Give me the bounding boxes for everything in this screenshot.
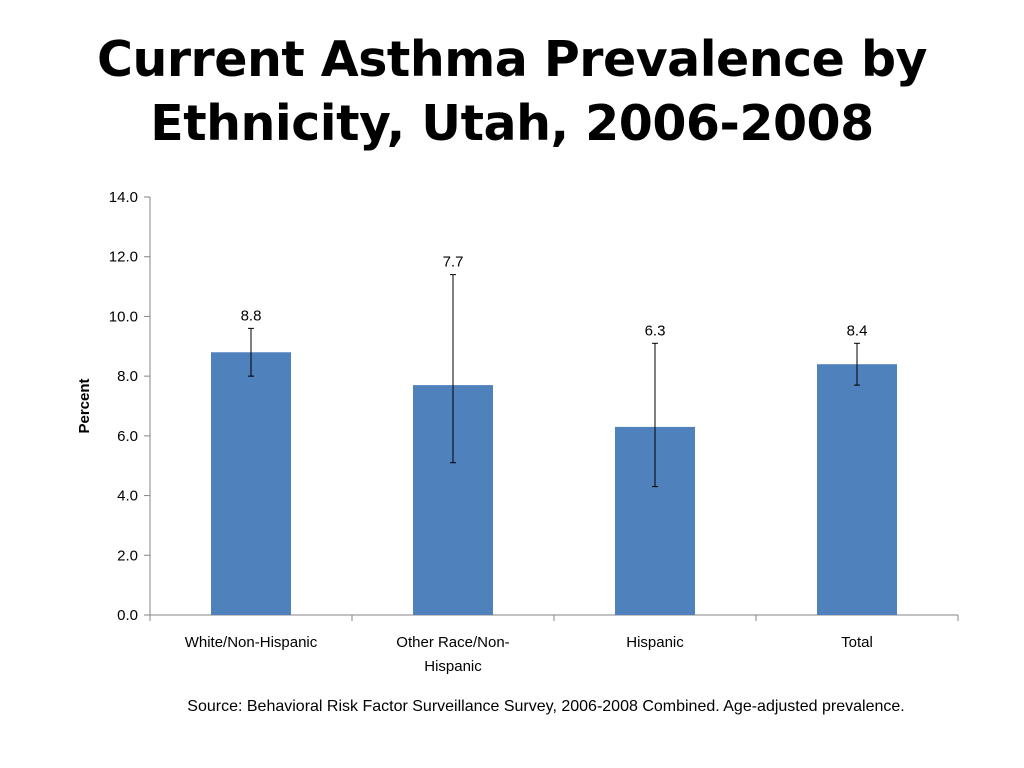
x-tick-label: White/Non-Hispanic xyxy=(185,634,318,651)
y-tick-label: 14.0 xyxy=(109,189,138,206)
bar xyxy=(817,364,897,615)
y-tick-label: 8.0 xyxy=(117,368,138,385)
x-tick-label: Hispanic xyxy=(626,634,684,651)
data-label: 8.4 xyxy=(847,322,868,339)
y-tick-label: 12.0 xyxy=(109,249,138,266)
slide-title: Current Asthma Prevalence by Ethnicity, … xyxy=(0,28,1024,156)
y-axis-title: Percent xyxy=(76,378,93,433)
source-note: Source: Behavioral Risk Factor Surveilla… xyxy=(187,698,905,715)
slide-title-line-2: Ethnicity, Utah, 2006-2008 xyxy=(150,95,874,152)
data-label: 8.8 xyxy=(241,307,262,324)
slide-title-line-1: Current Asthma Prevalence by xyxy=(97,31,927,88)
y-tick-label: 6.0 xyxy=(117,428,138,445)
data-label: 6.3 xyxy=(645,322,666,339)
x-tick-label: Total xyxy=(841,634,873,651)
y-tick-label: 10.0 xyxy=(109,308,138,325)
x-tick-label: Hispanic xyxy=(424,658,482,675)
data-label: 7.7 xyxy=(443,254,464,271)
bar xyxy=(211,352,291,615)
x-tick-label: Other Race/Non- xyxy=(396,634,509,651)
y-tick-label: 4.0 xyxy=(117,488,138,505)
y-tick-label: 2.0 xyxy=(117,547,138,564)
y-tick-label: 0.0 xyxy=(117,607,138,624)
